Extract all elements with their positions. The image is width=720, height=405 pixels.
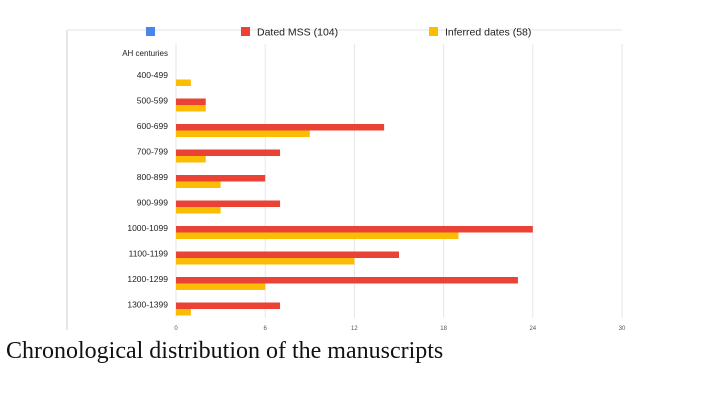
bar-inferred-1300-1399 <box>176 309 191 316</box>
bar-inferred-800-899 <box>176 181 221 188</box>
category-label-700-799: 700-799 <box>137 147 168 157</box>
legend-swatch-2 <box>429 27 438 36</box>
x-tick-label-12: 12 <box>351 326 358 332</box>
bar-inferred-1200-1299 <box>176 283 266 290</box>
bar-dated-1000-1099 <box>176 226 533 233</box>
bar-dated-900-999 <box>176 200 281 207</box>
bar-inferred-700-799 <box>176 156 206 163</box>
chart-figure: 0 6 12 18 24 30 AH centuries Dated MSS (104) Inf… <box>66 27 626 332</box>
category-label-500-599: 500-599 <box>137 96 168 106</box>
bar-inferred-900-999 <box>176 207 221 214</box>
bar-dated-800-899 <box>176 175 266 182</box>
figure-caption: Chronological distribution of the manusc… <box>6 338 444 364</box>
bar-dated-1100-1199 <box>176 251 399 258</box>
category-header: AH centuries <box>122 49 168 58</box>
bar-inferred-1000-1099 <box>176 232 459 239</box>
bar-dated-500-599 <box>176 98 206 105</box>
legend-label-1: Dated MSS (104) <box>257 27 338 39</box>
legend-label-2: Inferred dates (58) <box>445 27 531 39</box>
category-label-400-499: 400-499 <box>137 70 168 80</box>
category-label-1300-1399: 1300-1399 <box>127 300 168 310</box>
category-label-800-899: 800-899 <box>137 172 168 182</box>
category-label-900-999: 900-999 <box>137 198 168 208</box>
x-tick-label-30: 30 <box>619 326 626 332</box>
bar-inferred-600-699 <box>176 130 310 137</box>
legend-swatch-1 <box>241 27 250 36</box>
category-label-1100-1199: 1100-1199 <box>129 249 169 259</box>
x-tick-label-24: 24 <box>529 326 536 332</box>
category-label-1200-1299: 1200-1299 <box>127 274 168 284</box>
category-label-1000-1099: 1000-1099 <box>127 223 168 233</box>
x-tick-label-18: 18 <box>440 326 447 332</box>
bar-chart: 0 6 12 18 24 30 AH centuries Dated MSS (104) Inf… <box>66 27 626 332</box>
bar-dated-700-799 <box>176 149 281 156</box>
legend-swatch-0 <box>146 27 155 36</box>
bar-inferred-500-599 <box>176 105 206 112</box>
category-label-600-699: 600-699 <box>137 121 168 131</box>
x-tick-label-0: 0 <box>174 326 178 332</box>
bar-dated-600-699 <box>176 124 385 131</box>
bar-inferred-1100-1199 <box>176 258 355 265</box>
x-tick-label-6: 6 <box>264 326 268 332</box>
bar-inferred-400-499 <box>176 79 191 86</box>
bar-dated-1300-1399 <box>176 302 281 309</box>
bar-dated-1200-1299 <box>176 277 518 284</box>
